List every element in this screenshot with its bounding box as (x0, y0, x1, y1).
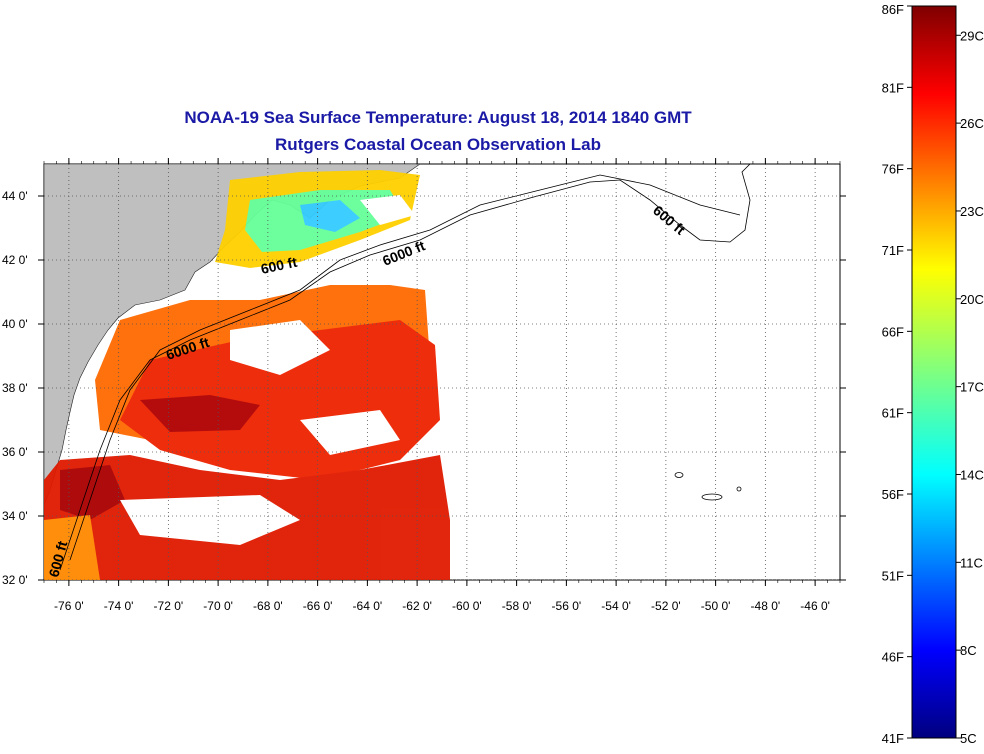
colorbar-c-label: 11C (960, 555, 983, 570)
lat-tick-label: 32 0' (2, 573, 28, 587)
lon-tick-label: -58 0' (502, 599, 532, 613)
lat-tick-label: 40 0' (2, 317, 28, 331)
colorbar-f-label: 71F (882, 243, 904, 258)
colorbar-f-label: 56F (882, 487, 904, 502)
map-axes: 32 0' 34 0' 36 0' 38 0' 40 0' 42 0' 44 0' -76 0… (2, 158, 846, 613)
colorbar-c-label: 29C (960, 28, 984, 43)
lat-tick-label: 34 0' (2, 509, 28, 523)
colorbar-f-label: 46F (882, 650, 904, 665)
colorbar-f-label: 61F (882, 406, 904, 421)
lon-tick-label: -62 0' (402, 599, 432, 613)
lon-tick-label: -68 0' (253, 599, 283, 613)
contour-label: 600 ft (259, 254, 298, 277)
colorbar-c-label: 20C (960, 292, 984, 307)
lon-tick-label: -46 0' (800, 599, 830, 613)
map-title: NOAA-19 Sea Surface Temperature: August … (184, 108, 692, 127)
map-grid (44, 164, 840, 580)
colorbar-c-label: 23C (960, 204, 984, 219)
map-subtitle: Rutgers Coastal Ocean Observation Lab (275, 135, 601, 154)
colorbar-f-label: 66F (882, 324, 904, 339)
island (736, 486, 742, 492)
island (701, 493, 723, 501)
colorbar-c-label: 14C (960, 467, 984, 482)
lon-tick-label: -50 0' (701, 599, 731, 613)
colorbar-c-label: 5C (960, 731, 977, 746)
lon-tick-label: -60 0' (452, 599, 482, 613)
colorbar-c-label: 17C (960, 380, 984, 395)
colorbar-f-label: 81F (882, 80, 904, 95)
colorbar-f-label: 41F (882, 731, 904, 746)
lat-tick-label: 44 0' (2, 189, 28, 203)
sst-field (44, 170, 450, 580)
colorbar-f-label: 86F (882, 2, 904, 17)
colorbar-c-label: 26C (960, 116, 984, 131)
lon-tick-label: -52 0' (651, 599, 681, 613)
contour-line (59, 164, 751, 571)
lon-tick-label: -64 0' (353, 599, 383, 613)
lon-tick-label: -54 0' (601, 599, 631, 613)
lon-tick-label: -66 0' (303, 599, 333, 613)
lon-tick-label: -56 0' (552, 599, 582, 613)
lat-tick-label: 36 0' (2, 445, 28, 459)
colorbar (911, 5, 957, 739)
lat-tick-label: 42 0' (2, 253, 28, 267)
colorbar-labels: 86F 81F 76F 71F 66F 61F 56F 51F 46F 41F 29C 26C 23C 2… (882, 2, 984, 746)
lon-tick-label: -72 0' (154, 599, 184, 613)
colorbar-c-label: 8C (960, 643, 977, 658)
lon-tick-label: -70 0' (203, 599, 233, 613)
colorbar-f-label: 51F (882, 568, 904, 583)
island (674, 472, 684, 478)
lon-tick-label: -48 0' (751, 599, 781, 613)
lat-tick-label: 38 0' (2, 381, 28, 395)
colorbar-f-label: 76F (882, 162, 904, 177)
lon-tick-label: -76 0' (54, 599, 84, 613)
lon-tick-label: -74 0' (104, 599, 134, 613)
